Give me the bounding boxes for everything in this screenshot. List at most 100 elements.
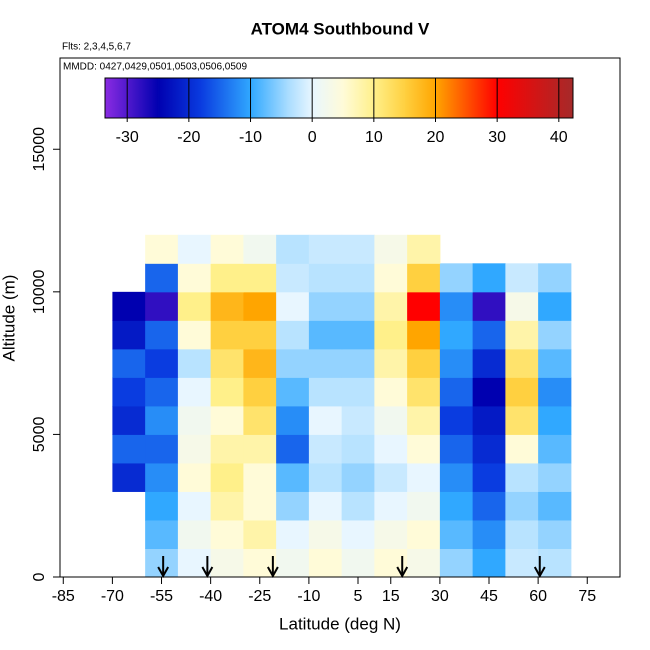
arrow — [266, 556, 279, 579]
heat-cell — [505, 434, 539, 464]
colorbar-segment — [201, 78, 251, 118]
heat-cell — [308, 263, 343, 293]
heat-cell — [177, 434, 212, 464]
heat-cell — [341, 263, 375, 293]
colorbar-tick-label: 30 — [488, 129, 506, 146]
heat-cell — [177, 263, 212, 293]
heat-cell — [243, 291, 277, 321]
heat-cell — [276, 548, 310, 578]
heat-cell — [407, 491, 441, 521]
colorbar-tick-label: -10 — [239, 129, 262, 146]
heat-cell — [374, 263, 408, 293]
heat-cell — [112, 462, 146, 492]
heat-cell — [407, 348, 441, 378]
heat-cell — [505, 519, 539, 549]
colorbar-segment — [287, 78, 313, 118]
heat-cell — [505, 405, 539, 435]
heat-cell — [276, 291, 310, 321]
x-tick-label: 75 — [578, 588, 596, 605]
colorbar-segment — [404, 78, 436, 118]
y-tick-label: 5000 — [31, 417, 48, 453]
heat-cell — [243, 348, 277, 378]
heat-cell — [407, 291, 441, 321]
heat-cell — [177, 519, 212, 549]
heat-cell — [243, 234, 277, 264]
colorbar-segment — [343, 78, 375, 118]
heat-cell — [341, 519, 375, 549]
heat-cell — [308, 348, 343, 378]
heat-cell — [538, 377, 572, 407]
heat-cell — [308, 320, 343, 350]
heat-cell — [210, 320, 244, 350]
heat-cell — [374, 462, 408, 492]
heat-cell — [341, 320, 375, 350]
chart-title: ATOM4 Southbound V — [251, 19, 430, 38]
heat-cell — [276, 491, 310, 521]
heat-cell — [210, 348, 244, 378]
heat-cell — [341, 377, 375, 407]
heat-cell — [439, 519, 474, 549]
heat-cell — [177, 491, 212, 521]
heat-cell — [538, 434, 572, 464]
heat-cell — [505, 548, 539, 578]
colorbar-tick-label: 10 — [365, 129, 383, 146]
x-tick-label: 60 — [529, 588, 547, 605]
heat-cell — [276, 519, 310, 549]
x-tick-label: -40 — [199, 588, 222, 605]
annotation: MMDD: 0427,0429,0501,0503,0506,0509 — [63, 62, 247, 73]
heat-cell — [145, 462, 179, 492]
x-tick-label: 15 — [382, 588, 400, 605]
heat-cell — [112, 405, 146, 435]
heat-cell — [308, 434, 343, 464]
heat-cell — [439, 263, 474, 293]
colorbar-segment — [105, 78, 159, 118]
heat-cell — [439, 462, 474, 492]
heat-cell — [472, 291, 506, 321]
heat-cell — [538, 348, 572, 378]
heat-cell — [374, 291, 408, 321]
heat-cell — [538, 491, 572, 521]
arrow — [157, 556, 170, 579]
heat-cell — [407, 462, 441, 492]
heat-cell — [341, 491, 375, 521]
y-axis-label: Altitude (m) — [0, 275, 18, 362]
heat-cell — [177, 234, 212, 264]
heat-cell — [276, 377, 310, 407]
colorbar-tick-label: -30 — [116, 129, 139, 146]
heat-cell — [210, 234, 244, 264]
heat-cell — [538, 462, 572, 492]
x-tick-label: 5 — [354, 588, 363, 605]
heat-cell — [243, 462, 277, 492]
subtitle: Flts: 2,3,4,5,6,7 — [62, 42, 131, 53]
heat-cell — [439, 491, 474, 521]
heat-cell — [407, 405, 441, 435]
heat-cell — [276, 234, 310, 264]
colorbar-frame — [104, 77, 574, 119]
heat-cell — [112, 377, 146, 407]
heat-cell — [210, 291, 244, 321]
colorbar-segment — [435, 78, 498, 118]
heat-cell — [472, 263, 506, 293]
x-axis-label: Latitude (deg N) — [279, 614, 401, 633]
heat-cell — [145, 320, 179, 350]
heat-cell — [308, 377, 343, 407]
heat-cell — [341, 462, 375, 492]
heat-cell — [210, 491, 244, 521]
heat-cell — [472, 348, 506, 378]
heat-cell — [505, 377, 539, 407]
heat-cell — [145, 377, 179, 407]
heat-cell — [439, 320, 474, 350]
heat-cell — [472, 519, 506, 549]
heat-cell — [505, 320, 539, 350]
heat-cell — [374, 320, 408, 350]
heat-cell — [538, 548, 572, 578]
colorbar-segment — [312, 78, 344, 118]
heat-cell — [210, 548, 244, 578]
heat-cell — [276, 348, 310, 378]
heat-cell — [243, 405, 277, 435]
heat-cell — [243, 263, 277, 293]
heat-cell — [407, 234, 441, 264]
heat-cell — [276, 405, 310, 435]
heat-cell — [472, 548, 506, 578]
